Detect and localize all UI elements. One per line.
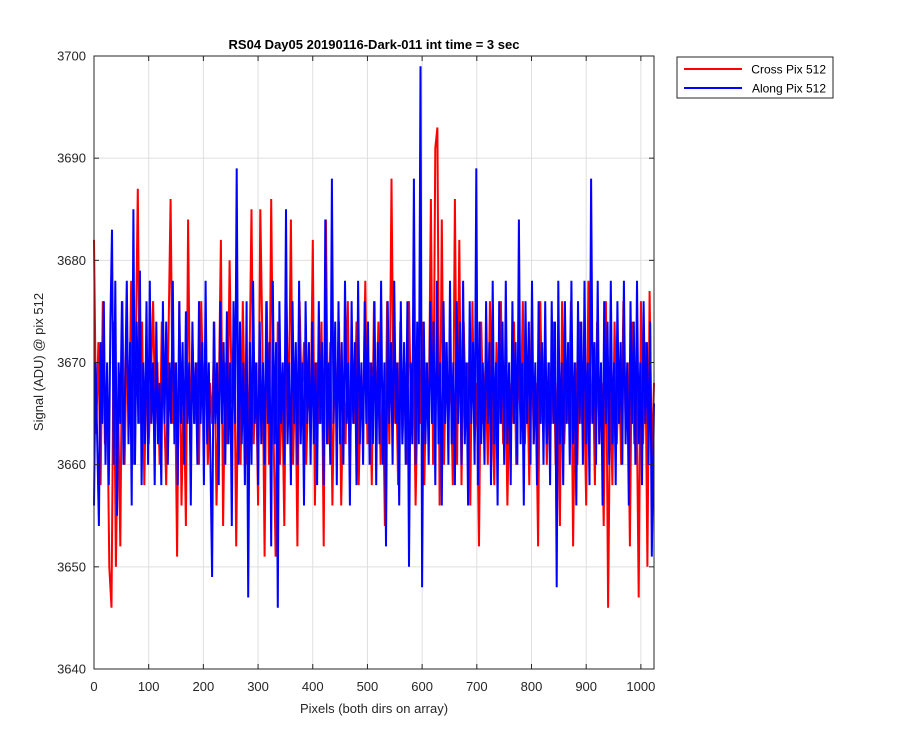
y-tick-label: 3690 xyxy=(57,151,86,166)
x-tick-label: 900 xyxy=(575,679,597,694)
x-tick-label: 200 xyxy=(193,679,215,694)
x-tick-label: 1000 xyxy=(626,679,655,694)
x-tick-label: 400 xyxy=(302,679,324,694)
y-tick-label: 3680 xyxy=(57,253,86,268)
chart-title: RS04 Day05 20190116-Dark-011 int time = … xyxy=(229,37,520,52)
y-tick-label: 3650 xyxy=(57,559,86,574)
legend-label-cross: Cross Pix 512 xyxy=(751,63,826,77)
x-axis-label: Pixels (both dirs on array) xyxy=(300,701,448,716)
legend-box xyxy=(676,56,834,99)
ticks: 0 100 200 300 400 500 600 700 800 900 1000 3640 3650… xyxy=(57,49,655,695)
y-tick-label: 3660 xyxy=(57,457,86,472)
legend: Cross Pix 512 Along Pix 512 xyxy=(676,56,834,99)
x-tick-label: 600 xyxy=(411,679,433,694)
x-tick-label: 700 xyxy=(466,679,488,694)
x-tick-label: 0 xyxy=(90,679,97,694)
y-tick-label: 3700 xyxy=(57,49,86,64)
series-layer xyxy=(93,66,655,608)
y-tick-label: 3640 xyxy=(57,662,86,677)
x-tick-label: 500 xyxy=(357,679,379,694)
legend-label-along: Along Pix 512 xyxy=(752,82,826,96)
y-axis-label: Signal (ADU) @ pix 512 xyxy=(31,293,46,431)
series-line-along-pix-512 xyxy=(93,66,655,608)
x-tick-label: 800 xyxy=(521,679,543,694)
x-tick-label: 100 xyxy=(138,679,160,694)
x-tick-label: 300 xyxy=(247,679,269,694)
y-tick-label: 3670 xyxy=(57,355,86,370)
